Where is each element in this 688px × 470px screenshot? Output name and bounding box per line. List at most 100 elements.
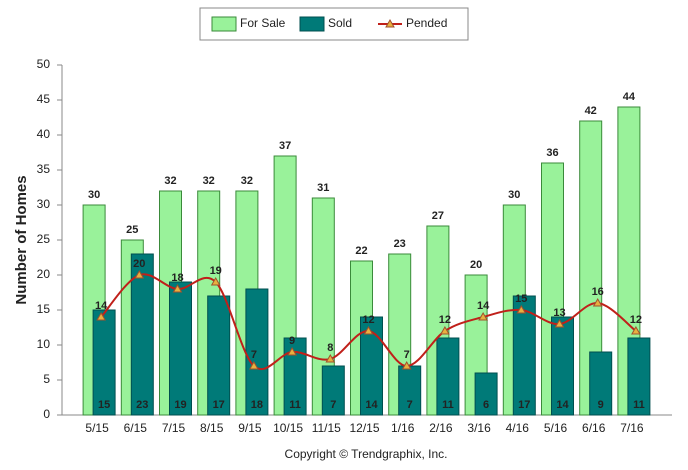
- value-label: 42: [585, 105, 597, 117]
- value-label: 11: [633, 399, 645, 411]
- legend-label: Sold: [328, 16, 352, 30]
- value-label: 23: [136, 399, 148, 411]
- value-label: 13: [553, 307, 565, 319]
- marker: [592, 297, 603, 307]
- x-tick-label: 10/15: [273, 421, 303, 435]
- marker: [325, 353, 336, 363]
- value-label: 25: [126, 224, 138, 236]
- x-tick-label: 4/16: [506, 421, 530, 435]
- value-label: 9: [289, 335, 295, 347]
- value-label: 20: [470, 259, 482, 271]
- value-label: 32: [203, 175, 215, 187]
- x-tick-label: 11/15: [312, 421, 341, 435]
- value-label: 17: [213, 399, 225, 411]
- y-tick-label: 30: [37, 197, 51, 211]
- value-label: 18: [251, 399, 263, 411]
- y-tick-label: 25: [37, 232, 51, 246]
- bar: [207, 295, 231, 416]
- marker: [631, 325, 641, 335]
- marker: [440, 325, 450, 335]
- legend-label: For Sale: [240, 16, 286, 30]
- value-label: 20: [133, 258, 145, 270]
- value-label: 22: [355, 245, 367, 257]
- value-label: 23: [394, 238, 406, 250]
- x-tick-label: 3/16: [467, 421, 491, 435]
- value-label: 7: [251, 349, 257, 361]
- bar: [627, 337, 651, 416]
- x-tick-label: 5/15: [85, 421, 109, 435]
- value-label: 6: [483, 399, 489, 411]
- value-label: 32: [241, 175, 253, 187]
- copyright: Copyright © Trendgraphix, Inc.: [285, 447, 448, 461]
- y-tick-label: 20: [37, 267, 51, 281]
- legend-swatch: [211, 16, 237, 32]
- value-label: 27: [432, 210, 444, 222]
- value-label: 7: [404, 349, 410, 361]
- y-tick-label: 40: [37, 127, 51, 141]
- y-tick-label: 50: [37, 57, 51, 71]
- value-label: 16: [592, 286, 604, 298]
- marker: [363, 325, 374, 335]
- marker: [516, 304, 527, 314]
- y-axis-label: Number of Homes: [13, 175, 30, 304]
- marker: [401, 360, 412, 370]
- x-tick-label: 5/16: [544, 421, 568, 435]
- value-label: 12: [362, 314, 374, 326]
- x-tick-label: 6/15: [124, 421, 148, 435]
- bar: [512, 295, 536, 416]
- x-tick-label: 2/16: [429, 421, 453, 435]
- bar: [283, 337, 307, 416]
- value-label: 36: [546, 147, 558, 159]
- marker: [554, 318, 565, 328]
- y-tick-label: 5: [43, 372, 50, 386]
- x-tick-label: 1/16: [391, 421, 415, 435]
- value-label: 14: [477, 300, 490, 312]
- value-label: 19: [210, 265, 222, 277]
- legend-marker: [385, 18, 395, 28]
- bar: [589, 351, 613, 416]
- marker: [172, 283, 183, 293]
- bar: [130, 253, 154, 416]
- value-label: 31: [317, 182, 329, 194]
- value-label: 14: [556, 399, 569, 411]
- value-label: 30: [508, 189, 520, 201]
- value-label: 44: [623, 91, 636, 103]
- bar: [169, 281, 192, 416]
- y-tick-label: 15: [37, 302, 51, 316]
- value-label: 12: [630, 314, 642, 326]
- value-label: 19: [174, 399, 186, 411]
- value-label: 18: [171, 272, 183, 284]
- legend-swatch: [299, 16, 325, 32]
- bar: [360, 316, 383, 416]
- y-tick-label: 10: [37, 337, 51, 351]
- y-tick-label: 0: [43, 407, 50, 421]
- x-tick-label: 7/15: [162, 421, 186, 435]
- bar: [474, 372, 498, 416]
- value-label: 8: [327, 342, 333, 354]
- value-label: 11: [442, 399, 454, 411]
- bar: [321, 365, 345, 416]
- legend-label: Pended: [406, 16, 447, 30]
- x-tick-label: 9/15: [238, 421, 262, 435]
- bar: [92, 309, 116, 416]
- value-label: 7: [330, 399, 336, 411]
- value-label: 14: [95, 300, 108, 312]
- x-tick-label: 6/16: [582, 421, 606, 435]
- y-tick-label: 35: [37, 162, 51, 176]
- value-label: 14: [365, 399, 378, 411]
- value-label: 15: [515, 293, 527, 305]
- marker: [249, 360, 259, 370]
- x-tick-label: 8/15: [200, 421, 224, 435]
- value-label: 17: [518, 399, 530, 411]
- x-tick-label: 12/15: [349, 421, 379, 435]
- marker: [287, 346, 297, 356]
- marker: [210, 276, 221, 286]
- value-label: 9: [598, 399, 604, 411]
- marker: [96, 311, 106, 321]
- bar: [551, 316, 574, 416]
- value-label: 15: [98, 399, 110, 411]
- value-label: 32: [164, 175, 176, 187]
- marker: [478, 311, 488, 321]
- value-label: 12: [439, 314, 451, 326]
